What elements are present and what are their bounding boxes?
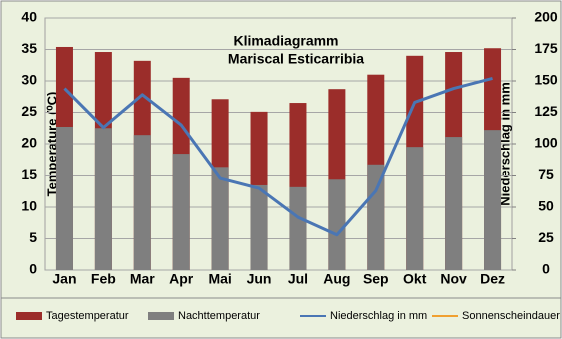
x-tick-label: Apr — [169, 271, 194, 287]
x-tick-label: Mai — [208, 271, 231, 287]
y-tick-label: 15 — [21, 166, 37, 182]
bar — [55, 126, 73, 271]
x-tick-label: Jan — [52, 271, 76, 287]
bar — [211, 167, 229, 270]
y-tick-label: 35 — [21, 40, 37, 56]
bar — [328, 179, 346, 270]
bar — [406, 147, 424, 270]
x-tick-label: Feb — [91, 271, 116, 287]
y2-tick-label: 125 — [534, 103, 558, 119]
y-tick-label: 5 — [29, 229, 37, 245]
y-tick-label: 30 — [21, 72, 37, 88]
legend-label: Nachttemperatur — [178, 310, 260, 322]
x-tick-label: Sep — [363, 271, 389, 287]
x-tick-label: Okt — [403, 271, 427, 287]
bar — [133, 135, 151, 270]
y2-tick-label: 25 — [538, 229, 554, 245]
bar — [484, 130, 502, 270]
bar — [250, 184, 268, 270]
chart-subtitle: Mariscal Esticarribia — [228, 51, 364, 67]
x-tick-label: Aug — [323, 271, 350, 287]
y2-tick-label: 0 — [542, 261, 550, 277]
legend-label: Niederschlag in mm — [330, 310, 427, 322]
y-tick-label: 10 — [21, 198, 37, 214]
bar — [94, 128, 112, 270]
y2-tick-label: 175 — [534, 40, 558, 56]
line — [63, 77, 493, 237]
y-tick-label: 25 — [21, 103, 37, 119]
y2-tick-label: 50 — [538, 198, 554, 214]
bar — [445, 137, 463, 270]
legend-label: Sonnenscheindauer — [462, 310, 560, 322]
y2-tick-label: 100 — [534, 135, 558, 151]
x-tick-label: Nov — [440, 271, 467, 287]
legend-swatch — [16, 312, 42, 320]
x-tick-label: Dez — [480, 271, 505, 287]
y2-tick-label: 200 — [534, 9, 558, 25]
y2-tick-label: 75 — [538, 166, 554, 182]
bar — [172, 154, 190, 270]
bar — [289, 186, 307, 270]
y-tick-label: 40 — [21, 9, 37, 25]
legend-label: Tagestemperatur — [46, 310, 129, 322]
y-tick-label: 20 — [21, 135, 37, 151]
chart-title: Klimadiagramm — [233, 33, 338, 49]
x-tick-label: Mar — [130, 271, 155, 287]
y-tick-label: 0 — [29, 261, 37, 277]
legend-swatch — [148, 312, 174, 320]
x-tick-label: Jun — [247, 271, 272, 287]
x-tick-label: Jul — [288, 271, 308, 287]
bar — [367, 164, 385, 270]
y2-tick-label: 150 — [534, 72, 558, 88]
